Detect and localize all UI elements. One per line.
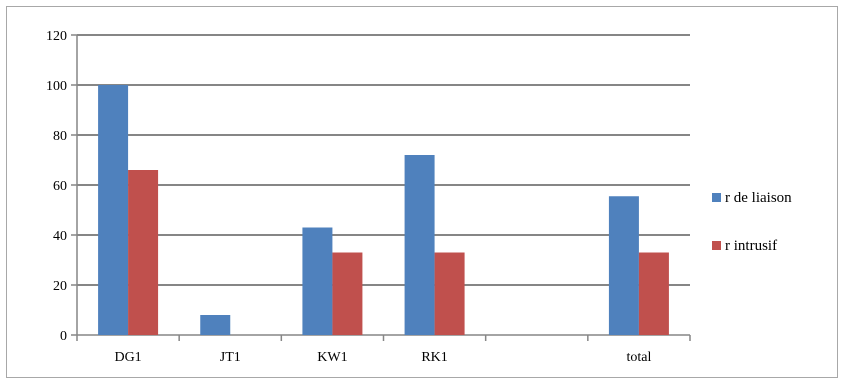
legend-swatch [712, 193, 721, 202]
axes [71, 34, 691, 341]
bar-r-intrusif-KW1 [332, 252, 363, 335]
bar-r-intrusif-total [638, 252, 669, 335]
bar-r-de-liaison-total [608, 196, 639, 335]
legend-label: r de liaison [725, 190, 792, 206]
y-tick-label: 20 [53, 279, 67, 294]
bar-r-de-liaison-DG1 [98, 85, 129, 335]
legend-swatch [712, 241, 721, 250]
x-tick-label: KW1 [317, 350, 347, 365]
x-tick-label: total [626, 350, 651, 365]
gridlines [77, 34, 690, 286]
x-tick-label: JT1 [220, 350, 241, 365]
bar-r-intrusif-DG1 [128, 170, 159, 335]
bar-r-intrusif-RK1 [434, 252, 465, 335]
y-tick-label: 120 [46, 29, 67, 44]
x-tick-label: RK1 [421, 350, 447, 365]
y-tick-label: 0 [60, 329, 67, 344]
legend-label: r intrusif [725, 238, 777, 254]
y-tick-label: 60 [53, 179, 67, 194]
bar-r-de-liaison-KW1 [302, 227, 333, 335]
legend: r de liaison r intrusif [712, 190, 792, 254]
tick-labels: 0 20 40 60 80 100 120 DG1 JT1 KW1 RK1 total [46, 29, 651, 365]
bar-r-de-liaison-RK1 [404, 155, 435, 335]
y-tick-label: 100 [46, 79, 67, 94]
bar-r-de-liaison-JT1 [200, 315, 231, 335]
y-tick-label: 80 [53, 129, 67, 144]
bars [98, 85, 669, 335]
x-tick-label: DG1 [114, 350, 141, 365]
y-tick-label: 40 [53, 229, 67, 244]
